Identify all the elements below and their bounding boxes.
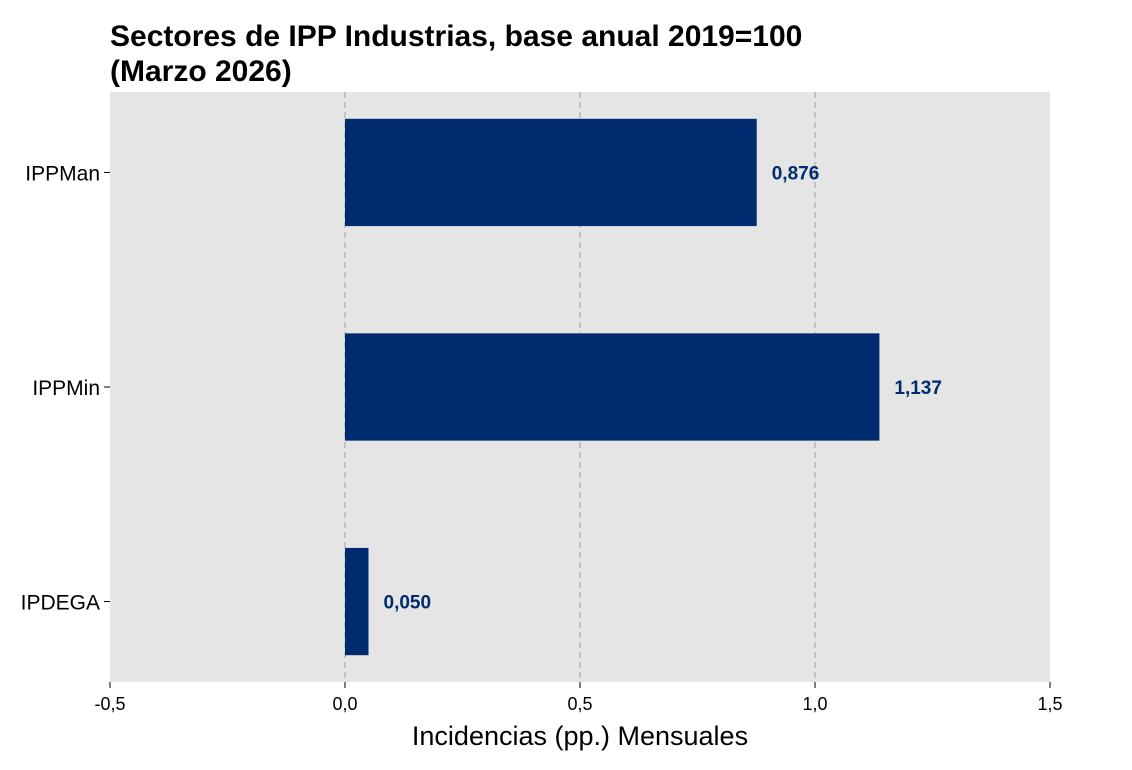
x-tick-label: 0,0 bbox=[332, 694, 357, 714]
x-axis-label: Incidencias (pp.) Mensuales bbox=[412, 721, 748, 751]
data-label: 0,050 bbox=[384, 593, 432, 614]
x-axis-ticks: -0,5 0,0 0,5 1,0 1,5 bbox=[94, 682, 1063, 714]
y-tick-label: IPDEGA bbox=[21, 592, 100, 615]
x-tick-label: -0,5 bbox=[94, 694, 125, 714]
y-axis-ticks: IPPMan IPPMin IPDEGA bbox=[21, 162, 110, 615]
bar-ipdega bbox=[345, 547, 369, 656]
data-label: 0,876 bbox=[772, 163, 820, 184]
y-tick-label: IPPMin bbox=[32, 377, 100, 400]
bar-ippmin bbox=[345, 333, 880, 441]
x-tick-label: 0,5 bbox=[567, 694, 592, 714]
chart-title-line-2: (Marzo 2026) bbox=[110, 55, 292, 88]
y-tick-label: IPPMan bbox=[25, 162, 100, 185]
x-tick-label: 1,5 bbox=[1037, 694, 1062, 714]
x-tick-label: 1,0 bbox=[802, 694, 827, 714]
chart-title-line-1: Sectores de IPP Industrias, base anual 2… bbox=[110, 20, 802, 53]
data-label: 1,137 bbox=[894, 378, 942, 399]
bars: 0,876 1,137 0,050 bbox=[345, 118, 942, 656]
bar-ippman bbox=[345, 118, 757, 227]
